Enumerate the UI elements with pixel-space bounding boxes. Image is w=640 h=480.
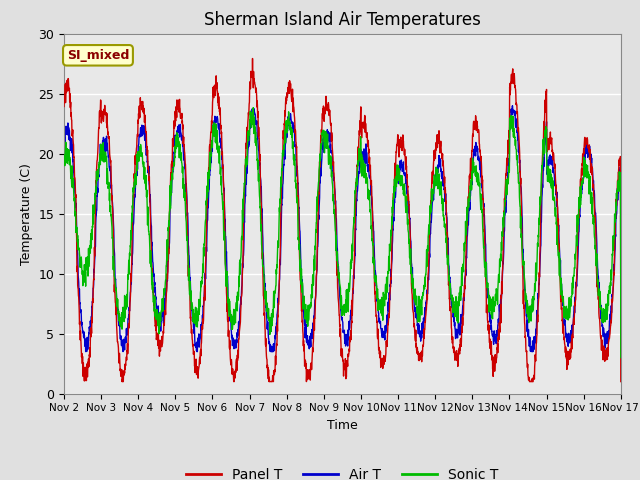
Y-axis label: Temperature (C): Temperature (C) xyxy=(20,163,33,264)
Legend: Panel T, Air T, Sonic T: Panel T, Air T, Sonic T xyxy=(181,462,504,480)
Sonic T xyxy=(568,292,575,298)
Panel T xyxy=(216,109,223,115)
Sonic T xyxy=(60,161,68,167)
Panel T xyxy=(60,104,68,109)
Air T xyxy=(509,103,516,108)
Text: SI_mixed: SI_mixed xyxy=(67,49,129,62)
Air T xyxy=(617,348,625,354)
Air T xyxy=(216,132,223,137)
Panel T xyxy=(584,137,591,143)
Air T xyxy=(82,348,90,354)
Air T xyxy=(371,258,379,264)
Line: Air T: Air T xyxy=(64,106,621,351)
Line: Sonic T: Sonic T xyxy=(64,108,621,358)
Panel T xyxy=(568,346,576,352)
Panel T xyxy=(371,288,379,294)
Air T xyxy=(359,158,367,164)
Air T xyxy=(584,144,591,149)
Panel T xyxy=(505,143,513,149)
Line: Panel T: Panel T xyxy=(64,59,621,382)
Sonic T xyxy=(371,273,379,278)
Air T xyxy=(60,148,68,154)
Sonic T xyxy=(504,178,512,183)
Panel T xyxy=(359,121,367,127)
Panel T xyxy=(118,379,126,384)
Sonic T xyxy=(359,167,367,172)
Sonic T xyxy=(617,355,625,360)
Sonic T xyxy=(250,105,257,110)
Sonic T xyxy=(216,160,223,166)
Panel T xyxy=(617,379,625,384)
Panel T xyxy=(249,56,257,61)
X-axis label: Time: Time xyxy=(327,419,358,432)
Air T xyxy=(568,322,576,328)
Sonic T xyxy=(584,165,591,170)
Title: Sherman Island Air Temperatures: Sherman Island Air Temperatures xyxy=(204,11,481,29)
Air T xyxy=(504,161,512,167)
